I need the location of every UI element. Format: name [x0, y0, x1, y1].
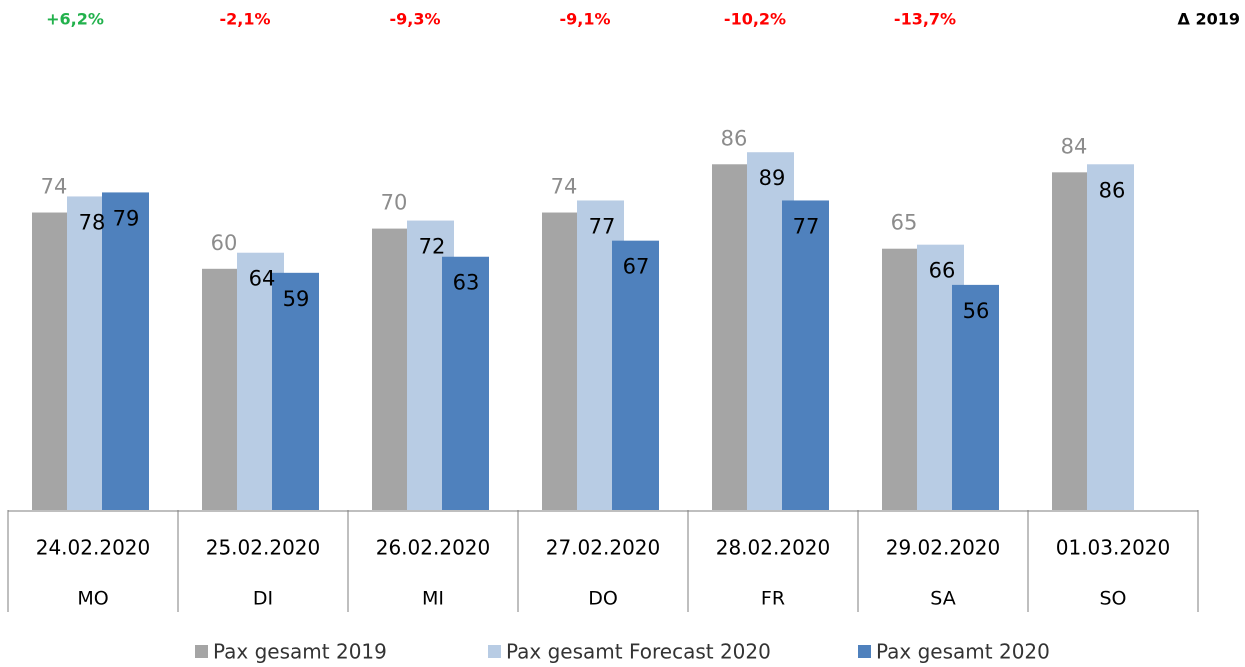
bar: [612, 240, 659, 510]
weekday-label: FR: [761, 588, 785, 610]
x-tick-label: 24.02.2020: [36, 536, 151, 560]
data-label: 86: [721, 126, 748, 150]
x-tick-label: 01.03.2020: [1056, 536, 1171, 560]
delta-label: -10,2%: [724, 10, 786, 29]
data-label: 74: [41, 175, 68, 199]
weekday-label: SO: [1099, 588, 1126, 610]
weekday-label: MI: [422, 588, 444, 610]
data-label: 66: [929, 259, 956, 283]
data-label: 72: [419, 235, 446, 259]
delta-label: +6,2%: [46, 10, 104, 29]
data-label: 65: [891, 211, 918, 235]
data-label: 60: [211, 231, 238, 255]
x-tick-label: 29.02.2020: [886, 536, 1001, 560]
data-label: 74: [551, 175, 578, 199]
legend-swatch: [195, 645, 208, 658]
delta-title: Δ 2019: [1178, 10, 1240, 29]
data-label: 56: [963, 299, 990, 323]
data-label: 86: [1099, 178, 1126, 202]
data-label: 64: [249, 267, 276, 291]
data-label: 59: [283, 287, 310, 311]
data-label: 89: [759, 166, 786, 190]
data-label: 63: [453, 271, 480, 295]
data-label: 77: [589, 214, 616, 238]
data-label: 84: [1061, 134, 1088, 158]
data-label: 67: [623, 255, 650, 279]
legend-label: Pax gesamt Forecast 2020: [506, 640, 771, 664]
delta-label: -9,1%: [559, 10, 610, 29]
bar: [952, 284, 999, 510]
legend-swatch: [858, 645, 871, 658]
delta-label: -13,7%: [894, 10, 956, 29]
data-label: 77: [793, 214, 820, 238]
legend-label: Pax gesamt 2019: [213, 640, 387, 664]
x-tick-label: 25.02.2020: [206, 536, 321, 560]
x-tick-label: 28.02.2020: [716, 536, 831, 560]
legend-label: Pax gesamt 2020: [876, 640, 1050, 664]
bar: [272, 272, 319, 510]
data-label: 79: [113, 206, 140, 230]
delta-label: -9,3%: [389, 10, 440, 29]
delta-label: -2,1%: [219, 10, 270, 29]
bar: [782, 200, 829, 510]
bar: [1087, 164, 1134, 510]
data-label: 78: [79, 210, 106, 234]
weekday-label: SA: [930, 588, 955, 610]
bar: [102, 192, 149, 511]
data-label: 70: [381, 191, 408, 215]
bar: [442, 256, 489, 510]
x-tick-label: 26.02.2020: [376, 536, 491, 560]
legend-swatch: [488, 645, 501, 658]
weekday-label: MO: [77, 588, 108, 610]
weekday-label: DO: [588, 588, 618, 610]
x-tick-label: 27.02.2020: [546, 536, 661, 560]
weekday-label: DI: [253, 588, 273, 610]
